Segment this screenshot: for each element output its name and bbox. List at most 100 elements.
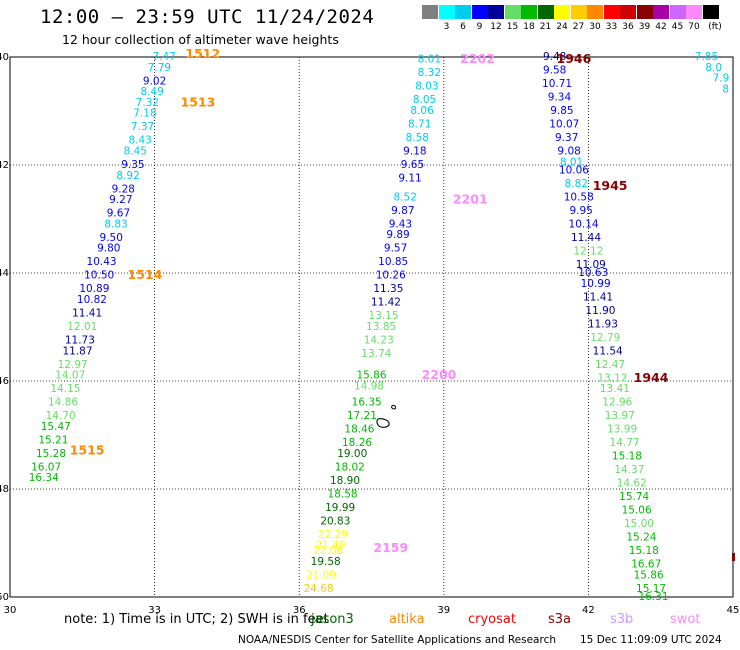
generation-timestamp: 15 Dec 11:09:09 UTC 2024 [580, 634, 722, 646]
chart-subtitle: 12 hour collection of altimeter wave hei… [62, 32, 339, 47]
wave-height-value: 10.85 [378, 256, 408, 268]
wave-height-value: 8.92 [116, 170, 139, 182]
x-tick-label: 33 [148, 605, 161, 616]
wave-height-value: 14.15 [50, 383, 80, 395]
color-scale-label: 42 [655, 22, 667, 32]
wave-height-value: 11.42 [371, 297, 401, 309]
wave-height-value: 9.48 [543, 51, 566, 63]
wave-height-value: 9.80 [97, 243, 120, 255]
color-scale-swatch [653, 5, 669, 19]
wave-height-value: 14.77 [610, 437, 640, 449]
wave-height-value: 19.00 [337, 448, 367, 460]
color-scale-swatch [521, 5, 537, 19]
wave-height-value: 8.45 [124, 146, 147, 158]
wave-height-value: 22.29 [318, 529, 348, 541]
wave-height-value: 16.07 [31, 461, 61, 473]
wave-height-value: 11.41 [583, 291, 613, 303]
color-scale-swatch [587, 5, 603, 19]
wave-height-value: 11.44 [571, 232, 601, 244]
wave-height-value: 15.74 [619, 491, 649, 503]
wave-height-value: 9.85 [550, 105, 573, 117]
color-scale-swatch [570, 5, 587, 19]
wave-height-value: 15.00 [624, 518, 654, 530]
pass-time-label: 1512 [185, 46, 220, 61]
wave-height-value: 19.58 [311, 556, 341, 568]
y-tick-label: -48 [0, 484, 9, 495]
x-tick-label: 36 [293, 605, 306, 616]
wave-height-value: 9.27 [109, 194, 132, 206]
wave-height-value: 11.90 [585, 305, 615, 317]
wave-height-value: 11.73 [65, 335, 95, 347]
color-scale-label: 30 [589, 22, 601, 32]
wave-height-value: 14.70 [46, 410, 76, 422]
wave-height-value: 8.01 [418, 54, 441, 66]
wave-height-value: 18.02 [335, 461, 365, 473]
wave-height-value: 16.34 [29, 472, 59, 484]
color-scale-label: 21 [539, 22, 552, 32]
wave-height-value: 7.32 [136, 97, 159, 109]
satellite-legend-item: cryosat [468, 612, 516, 627]
wave-height-value: 13.12 [597, 372, 627, 384]
color-scale-swatch [686, 5, 702, 19]
wave-height-value: 11.35 [373, 283, 403, 295]
pass-time-label: 2200 [422, 367, 457, 382]
wave-height-value: 7.85 [695, 51, 718, 63]
wave-height-value: 9.43 [389, 218, 412, 230]
wave-height-value: 7.47 [153, 51, 176, 63]
wave-height-value: 12.79 [590, 332, 620, 344]
wave-height-value: 10.58 [564, 191, 594, 203]
wave-height-value: 9.35 [121, 159, 144, 171]
wave-height-value: 9.50 [100, 232, 123, 244]
wave-height-value: 9.18 [403, 146, 426, 158]
wave-height-value: 15.18 [629, 545, 659, 557]
wave-height-value: 8 [722, 83, 729, 95]
x-tick-label: 30 [4, 605, 17, 616]
wave-height-value: 10.71 [542, 78, 572, 90]
color-scale-swatch [471, 5, 488, 19]
track-edge-marker [732, 553, 735, 561]
wave-height-value: 15.28 [36, 448, 66, 460]
color-scale-label: 3 [443, 22, 450, 32]
color-scale-swatch [504, 5, 521, 19]
wave-height-value: 7.79 [148, 62, 171, 74]
pass-time-label: 2202 [460, 51, 495, 66]
color-scale-label: 18 [523, 22, 535, 32]
wave-height-value: 22.06 [313, 545, 343, 557]
pass-time-label: 1515 [70, 443, 105, 458]
wave-height-value: 14.23 [364, 335, 394, 347]
y-tick-label: -46 [0, 376, 9, 387]
wave-height-value: 14.07 [55, 370, 85, 382]
wave-height-value: 8.82 [565, 178, 588, 190]
wave-height-value: 8.06 [410, 105, 434, 117]
color-scale-label: 24 [556, 22, 568, 32]
pass-time-label: 2201 [453, 192, 488, 207]
wave-height-value: 18.46 [344, 424, 374, 436]
color-scale-label: 6 [460, 22, 466, 32]
color-scale-label: 45 [671, 22, 684, 32]
wave-height-value: 8.58 [406, 132, 429, 144]
wave-height-value: 14.62 [617, 478, 647, 490]
wave-height-value: 10.89 [79, 283, 109, 295]
wave-height-value: 10.63 [578, 267, 608, 279]
wave-height-value: 8.71 [408, 119, 431, 131]
color-scale-label: 39 [638, 22, 651, 32]
wave-height-value: 12.96 [602, 397, 632, 409]
satellite-legend-item: jason3 [311, 612, 354, 627]
wave-height-value: 8.03 [415, 81, 438, 93]
color-scale-swatch [537, 5, 554, 19]
pass-time-label: 2159 [373, 540, 408, 555]
wave-height-value: 10.06 [559, 164, 589, 176]
color-scale-label: 9 [476, 22, 483, 32]
wave-height-value: 8.32 [418, 67, 441, 79]
wave-height-value: 15.06 [622, 505, 652, 517]
y-tick-label: -42 [0, 160, 9, 171]
wave-height-value: 9.11 [398, 173, 421, 185]
wave-height-value: 9.58 [543, 65, 566, 77]
color-scale-swatch [636, 5, 653, 19]
wave-height-value: 7.18 [133, 108, 156, 120]
wave-height-value: 8.43 [128, 135, 151, 147]
color-scale-swatch [554, 5, 570, 19]
y-tick-label: -44 [0, 268, 9, 279]
wave-height-value: 16.31 [638, 591, 668, 603]
